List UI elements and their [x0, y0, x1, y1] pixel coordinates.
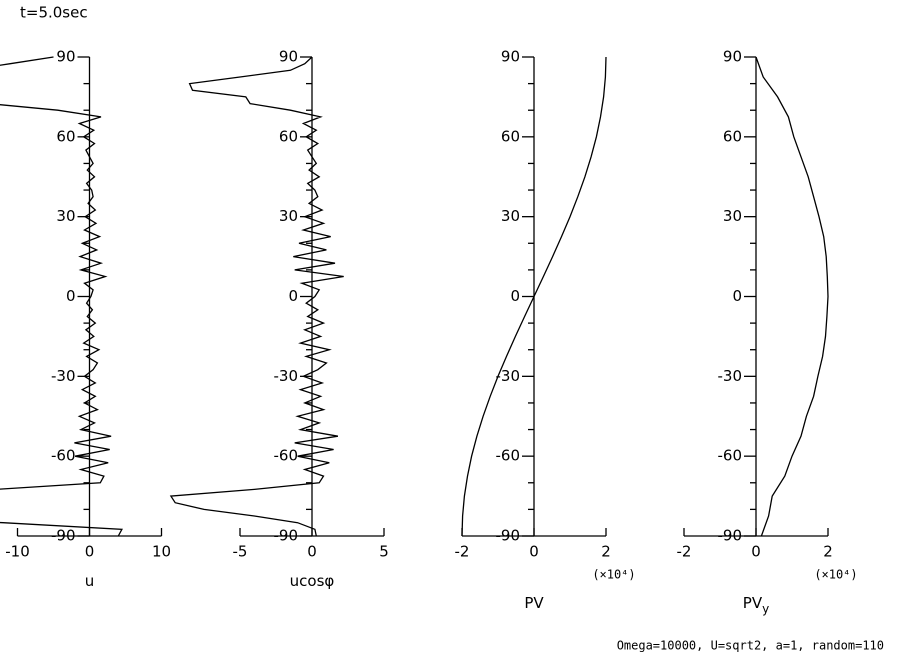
y-tick-label: 30: [279, 207, 298, 225]
figure-title: t=5.0sec: [20, 4, 88, 22]
x-axis-label: PV: [524, 594, 544, 612]
y-tick-label: 60: [56, 127, 75, 145]
x-tick-label: 0: [307, 543, 317, 561]
x-axis-label: ucosφ: [290, 572, 335, 590]
y-tick-label: 60: [279, 127, 298, 145]
x-axis-label: PVy: [743, 594, 769, 616]
y-tick-label: 90: [56, 48, 75, 66]
x-tick-label: -2: [677, 543, 692, 561]
profile-line: [169, 56, 344, 537]
x-tick-label: 0: [529, 543, 539, 561]
y-tick-label: 0: [510, 287, 520, 305]
x-tick-label: -10: [5, 543, 30, 561]
y-tick-label: -60: [496, 447, 521, 465]
x-tick-label: -2: [455, 543, 470, 561]
y-tick-label: -60: [718, 447, 743, 465]
y-tick-label: 0: [288, 287, 298, 305]
x-axis-label-text: ucosφ: [290, 572, 335, 590]
y-tick-label: 30: [723, 207, 742, 225]
x-axis-label-subscript: y: [762, 602, 769, 616]
y-tick-label: -90: [718, 527, 743, 545]
y-tick-label: 60: [501, 127, 520, 145]
y-tick-label: -90: [51, 527, 76, 545]
y-tick-label: -90: [496, 527, 521, 545]
y-tick-label: -90: [274, 527, 299, 545]
x-tick-label: 2: [823, 543, 833, 561]
x-axis-label-text: PV: [524, 594, 544, 612]
x-tick-label: 0: [85, 543, 95, 561]
profile-line: [461, 56, 607, 537]
x-tick-label: 2: [601, 543, 611, 561]
y-tick-label: 90: [723, 48, 742, 66]
x-tick-label: 5: [379, 543, 389, 561]
x-tick-label: 0: [751, 543, 761, 561]
y-tick-label: 0: [732, 287, 742, 305]
y-tick-label: 30: [56, 207, 75, 225]
y-tick-label: -30: [718, 367, 743, 385]
y-tick-label: 90: [501, 48, 520, 66]
x-axis-label-text: PV: [743, 594, 763, 612]
y-tick-label: -30: [51, 367, 76, 385]
x-scale-label: (×10⁴): [814, 568, 857, 582]
profile-line: [0, 56, 123, 537]
y-tick-label: -60: [51, 447, 76, 465]
y-tick-label: -30: [496, 367, 521, 385]
footnote: Omega=10000, U=sqrt2, a=1, random=110: [617, 639, 884, 653]
x-axis-label-text: u: [85, 572, 95, 590]
y-tick-label: 60: [723, 127, 742, 145]
y-tick-label: 90: [279, 48, 298, 66]
x-tick-label: 10: [152, 543, 171, 561]
x-axis-label: u: [85, 572, 95, 590]
x-tick-label: -5: [233, 543, 248, 561]
profile-line: [755, 56, 829, 537]
y-tick-label: -30: [274, 367, 299, 385]
x-scale-label: (×10⁴): [592, 568, 635, 582]
y-tick-label: -60: [274, 447, 299, 465]
y-tick-label: 0: [66, 287, 76, 305]
y-tick-label: 30: [501, 207, 520, 225]
